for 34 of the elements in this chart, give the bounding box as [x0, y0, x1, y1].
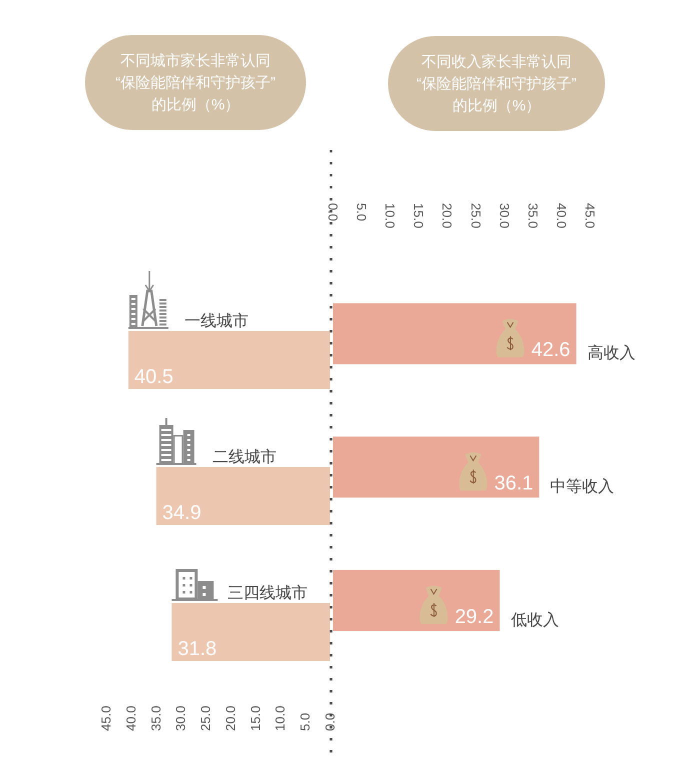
x-tick-label: 10.0	[382, 203, 398, 228]
x-tick-label: 35.0	[525, 203, 540, 228]
x-tick-label: 25.0	[468, 203, 484, 228]
x-tick-label: 45.0	[582, 203, 598, 228]
x-tick-label: 40.0	[123, 706, 138, 731]
chart-title: 不同城市家长非常认同 “保险能陪伴和守护孩子” 的比例（%）	[116, 52, 276, 114]
data-label: 42.6	[531, 339, 570, 362]
x-tick-label: 10.0	[272, 706, 288, 731]
x-tick-label: 0.0	[326, 203, 340, 222]
y-tick-label: 中等收入	[550, 478, 614, 496]
x-tick-label: 30.0	[173, 706, 188, 731]
x-tick-label: 15.0	[248, 706, 263, 731]
y-tick-label: 一线城市	[184, 312, 248, 330]
x-tick-label: 40.0	[554, 203, 569, 228]
y-tick-label: 三四线城市	[228, 584, 308, 602]
x-tick-label: 5.0	[298, 712, 313, 731]
y-tick-label: 高收入	[587, 344, 636, 362]
x-tick-label: 20.0	[440, 203, 455, 228]
x-tick-label: 35.0	[148, 706, 164, 731]
data-label: 31.8	[178, 638, 217, 660]
data-label: 40.5	[134, 366, 174, 388]
chart-title: 不同收入家长非常认同 “保险能陪伴和守护孩子” 的比例（%）	[416, 54, 576, 114]
x-tick-label: 45.0	[98, 706, 114, 731]
x-tick-label: 30.0	[496, 203, 512, 228]
x-tick-label: 5.0	[354, 203, 370, 222]
y-tick-label: 二线城市	[212, 448, 276, 466]
x-tick-label: 0.0	[322, 712, 338, 731]
data-label: 36.1	[494, 472, 534, 495]
x-tick-label: 20.0	[222, 706, 238, 731]
x-tick-label: 25.0	[198, 706, 214, 731]
y-tick-label: 低收入	[510, 611, 559, 629]
data-label: 29.2	[454, 606, 494, 628]
x-tick-label: 15.0	[411, 203, 426, 228]
data-label: 34.9	[162, 502, 202, 524]
